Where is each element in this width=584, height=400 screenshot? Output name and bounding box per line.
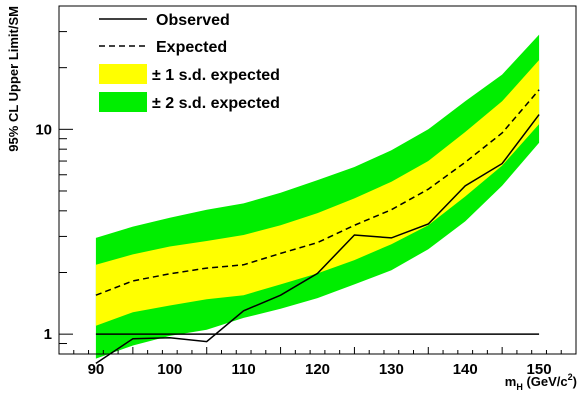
y-axis-title: 95% CL Upper Limit/SM <box>6 6 21 152</box>
x-tick-label: 140 <box>453 361 478 378</box>
x-tick-label: 110 <box>232 361 256 378</box>
x-axis-title-unit: (GeV/c <box>523 374 568 389</box>
x-tick-label: 100 <box>157 361 182 378</box>
band-1sd <box>95 60 540 326</box>
bands-layer <box>95 34 540 359</box>
legend-1sd-swatch <box>99 64 147 84</box>
x-tick-label: 120 <box>305 361 330 378</box>
plot-frame <box>58 5 577 355</box>
x-axis-title: mH (GeV/c2) <box>505 372 577 392</box>
legend-label: ± 2 s.d. expected <box>152 95 280 112</box>
x-axis-title-main: m <box>505 374 517 389</box>
legend-label: ± 1 s.d. expected <box>152 67 280 84</box>
observed-line <box>95 114 540 365</box>
legend-label: Expected <box>156 39 227 56</box>
x-tick-label: 90 <box>88 361 105 378</box>
lines-layer <box>95 89 540 365</box>
y-tick-label: 10 <box>35 121 52 138</box>
x-tick-label: 150 <box>527 361 552 378</box>
x-tick-label: 130 <box>379 361 404 378</box>
y-tick-label: 1 <box>44 326 52 343</box>
legend-label: Observed <box>156 12 230 29</box>
x-axis-title-close: ) <box>573 374 577 389</box>
x-axis-title-sub: H <box>516 382 523 392</box>
legend-2sd-swatch <box>99 92 147 112</box>
x-axis-title-sup: 2 <box>568 372 573 382</box>
legend: Observed Expected ± 1 s.d. expected ± 2 s.d… <box>99 12 280 112</box>
